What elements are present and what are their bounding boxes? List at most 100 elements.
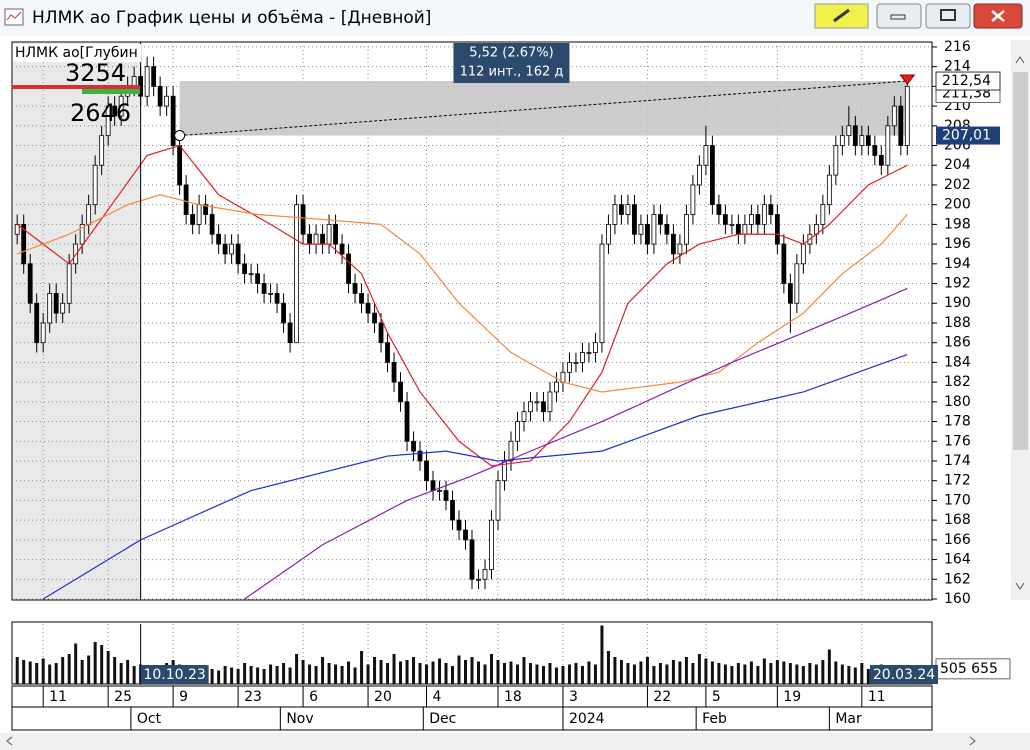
candle-body bbox=[697, 164, 702, 186]
candle-body bbox=[722, 214, 728, 225]
candle-body bbox=[79, 223, 85, 245]
volume-bar bbox=[210, 669, 214, 684]
candle-body bbox=[541, 401, 546, 413]
vertical-scrollbar[interactable] bbox=[1011, 40, 1030, 600]
candle-body bbox=[456, 519, 462, 531]
y-tick-label: 198 bbox=[944, 216, 971, 232]
candle-body bbox=[787, 283, 793, 304]
candle-body bbox=[761, 204, 767, 225]
volume-bar bbox=[821, 660, 825, 684]
candle-body bbox=[92, 164, 98, 206]
candle-body bbox=[534, 401, 540, 404]
volume-bar bbox=[314, 666, 318, 684]
instrument-label: НЛМК ао[Глубин bbox=[15, 45, 138, 61]
candle-body bbox=[658, 214, 663, 225]
candle-body bbox=[820, 204, 826, 225]
volume-bar bbox=[697, 654, 701, 684]
candle-body bbox=[131, 76, 137, 87]
x-tick-label: 6 bbox=[309, 689, 318, 705]
candle-body bbox=[339, 243, 345, 255]
volume-bar bbox=[847, 666, 851, 684]
minimize-button[interactable] bbox=[876, 3, 922, 29]
volume-bar bbox=[438, 658, 442, 684]
maximize-button[interactable] bbox=[925, 3, 971, 29]
volume-bar bbox=[262, 669, 266, 684]
moving-average bbox=[16, 194, 908, 393]
candle-body bbox=[235, 243, 241, 265]
candle-body bbox=[619, 204, 624, 215]
y-tick-label: 168 bbox=[944, 512, 971, 528]
candle-body bbox=[229, 243, 235, 255]
cursor-date: 10.10.23 bbox=[143, 667, 205, 683]
candle-body bbox=[268, 292, 273, 295]
volume-bar bbox=[295, 654, 299, 684]
last-date: 20.03.24 bbox=[873, 667, 935, 683]
volume-bar bbox=[425, 664, 429, 684]
volume-bar bbox=[418, 663, 422, 684]
candle-body bbox=[476, 578, 481, 581]
candle-body bbox=[554, 381, 559, 393]
instrument-box bbox=[13, 44, 141, 62]
x-tick-label: 22 bbox=[653, 689, 671, 705]
y-tick-label: 172 bbox=[944, 473, 971, 489]
volume-bar bbox=[444, 663, 448, 684]
candle-body bbox=[651, 214, 657, 245]
volume-bar bbox=[736, 663, 740, 684]
horizontal-scrollbar[interactable] bbox=[0, 733, 1030, 750]
candle-body bbox=[404, 401, 410, 442]
x-tick-label: 11 bbox=[49, 689, 67, 705]
volume-bar bbox=[587, 661, 591, 684]
candle-body bbox=[320, 233, 325, 245]
y-tick-label: 166 bbox=[944, 532, 971, 548]
volume-bar bbox=[515, 664, 519, 684]
volume-bar bbox=[756, 666, 760, 684]
x-tick-label: 9 bbox=[179, 689, 188, 705]
x-tick-label: 5 bbox=[712, 689, 721, 705]
volume-bar bbox=[93, 642, 97, 684]
volume-bar bbox=[28, 661, 32, 684]
month-label: Nov bbox=[286, 711, 313, 727]
candle-body bbox=[612, 204, 618, 225]
measure-to-label: 212,54 bbox=[942, 73, 991, 89]
candle-body bbox=[599, 243, 605, 344]
candle-body bbox=[865, 135, 871, 146]
candle-body bbox=[547, 391, 553, 413]
volume-bar bbox=[308, 664, 312, 684]
candle-body bbox=[748, 214, 754, 225]
candle-body bbox=[528, 401, 533, 413]
volume-bar bbox=[236, 669, 240, 684]
candle-body bbox=[839, 135, 845, 146]
candle-body bbox=[40, 322, 46, 344]
volume-bar bbox=[126, 660, 130, 684]
volume-bar bbox=[457, 655, 461, 684]
volume-bar bbox=[860, 663, 864, 684]
volume-bar bbox=[80, 660, 84, 684]
volume-bar bbox=[340, 666, 344, 684]
volume-bar bbox=[119, 663, 123, 684]
volume-bar bbox=[522, 657, 526, 684]
moving-average bbox=[42, 353, 908, 600]
volume-bar bbox=[451, 666, 455, 684]
close-button[interactable] bbox=[973, 3, 1023, 29]
candle-body bbox=[359, 292, 364, 304]
volume-bar bbox=[548, 663, 552, 684]
volume-bar bbox=[113, 657, 117, 684]
volume-bar bbox=[840, 664, 844, 684]
volume-bar bbox=[632, 664, 636, 684]
candle-body bbox=[222, 243, 228, 255]
volume-bar bbox=[743, 664, 747, 684]
y-tick-label: 160 bbox=[944, 591, 971, 607]
candle-body bbox=[580, 352, 585, 363]
link-button[interactable] bbox=[814, 3, 869, 29]
measure-from-label: 207,01 bbox=[942, 128, 991, 144]
candle-body bbox=[53, 292, 59, 314]
volume-bar bbox=[619, 660, 623, 684]
volume-bar bbox=[678, 661, 682, 684]
candle-body bbox=[177, 145, 183, 186]
candle-body bbox=[859, 135, 865, 146]
volume-bar bbox=[48, 664, 52, 684]
candle-body bbox=[800, 243, 806, 265]
volume-bar bbox=[639, 661, 643, 684]
volume-bar bbox=[373, 657, 377, 684]
